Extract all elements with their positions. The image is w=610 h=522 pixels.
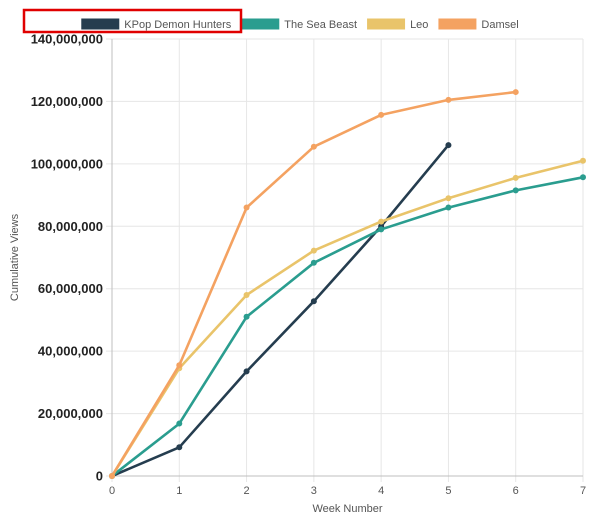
x-tick-label: 1	[176, 485, 182, 497]
x-tick-label: 2	[244, 485, 250, 497]
legend[interactable]: KPop Demon Hunters The Sea Beast Leo Damsel	[22, 8, 519, 34]
legend-label: Damsel	[481, 19, 518, 31]
data-point-kpop-demon-hunters	[176, 444, 183, 451]
data-point-kpop-demon-hunters	[310, 298, 317, 305]
x-tick-label: 0	[109, 485, 115, 497]
legend-swatch	[241, 18, 280, 30]
x-tick-label: 7	[580, 485, 586, 497]
legend-swatch	[438, 18, 477, 30]
legend-item-leo[interactable]: Leo	[367, 18, 428, 32]
data-point-damsel	[243, 204, 250, 211]
data-point-damsel	[310, 143, 317, 150]
data-point-leo	[310, 247, 317, 254]
data-point-leo	[580, 157, 586, 164]
x-tick-label: 3	[311, 485, 317, 497]
data-point-the-sea-beast	[243, 313, 250, 320]
axes	[111, 39, 583, 477]
data-point-leo	[243, 291, 250, 298]
x-axis-tick-labels: 0 1 2 3 4 5 6 7	[109, 485, 586, 497]
legend-swatch	[367, 18, 406, 30]
y-tick-label: 100,000,000	[31, 156, 103, 171]
y-tick-label: 120,000,000	[31, 94, 103, 109]
y-tick-label: 140,000,000	[31, 32, 103, 47]
y-tick-label: 20,000,000	[38, 406, 103, 421]
data-point-the-sea-beast	[512, 187, 519, 194]
data-point-leo	[445, 195, 452, 202]
data-point-the-sea-beast	[445, 204, 452, 211]
legend-label: Leo	[410, 19, 428, 31]
legend-item-kpop-demon-hunters[interactable]: KPop Demon Hunters	[81, 18, 232, 32]
data-point-kpop-demon-hunters	[445, 142, 452, 149]
x-tick-label: 5	[445, 485, 451, 497]
legend-item-the-sea-beast[interactable]: The Sea Beast	[241, 18, 357, 32]
highlight-box	[22, 8, 243, 34]
legend-label: KPop Demon Hunters	[124, 19, 231, 31]
data-point-damsel	[445, 96, 452, 103]
data-point-damsel	[176, 362, 183, 369]
data-point-kpop-demon-hunters	[243, 368, 250, 375]
data-point-damsel	[512, 89, 519, 96]
data-point-damsel	[378, 111, 385, 118]
data-point-damsel	[109, 473, 115, 479]
data-point-the-sea-beast	[310, 259, 317, 266]
y-tick-label: 60,000,000	[38, 281, 103, 296]
x-tick-label: 4	[378, 485, 384, 497]
series-line-the-sea-beast	[110, 176, 585, 478]
legend-label: The Sea Beast	[284, 19, 357, 31]
grid-lines	[106, 38, 584, 482]
x-tick-label: 6	[513, 485, 519, 497]
data-point-the-sea-beast	[176, 420, 183, 427]
y-axis-tick-labels: 0 20,000,000 40,000,000 60,000,000 80,000,00…	[31, 32, 103, 484]
legend-swatch	[81, 18, 120, 30]
y-tick-label: 0	[96, 469, 103, 484]
data-point-the-sea-beast	[378, 226, 385, 233]
y-tick-label: 40,000,000	[38, 344, 103, 359]
data-point-the-sea-beast	[580, 174, 586, 181]
x-axis-title: Week Number	[312, 503, 382, 515]
data-point-leo	[378, 218, 385, 225]
legend-item-damsel[interactable]: Damsel	[438, 18, 519, 32]
y-axis-title: Cumulative Views	[9, 213, 21, 301]
series-line-kpop-demon-hunters	[110, 143, 450, 478]
series-line-leo	[110, 159, 585, 478]
data-point-leo	[512, 174, 519, 181]
series-lines	[109, 89, 586, 479]
y-tick-label: 80,000,000	[38, 219, 103, 234]
